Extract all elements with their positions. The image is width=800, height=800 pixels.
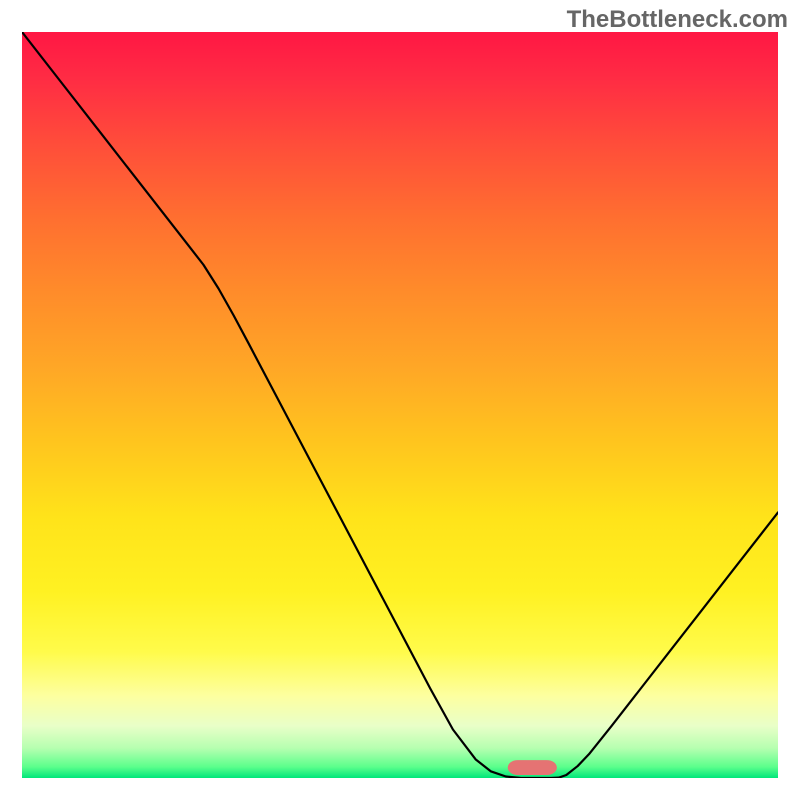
- optimal-marker: [508, 760, 557, 775]
- gradient-background: [22, 32, 778, 778]
- bottleneck-chart-svg: [0, 0, 800, 800]
- chart-container: TheBottleneck.com: [0, 0, 800, 800]
